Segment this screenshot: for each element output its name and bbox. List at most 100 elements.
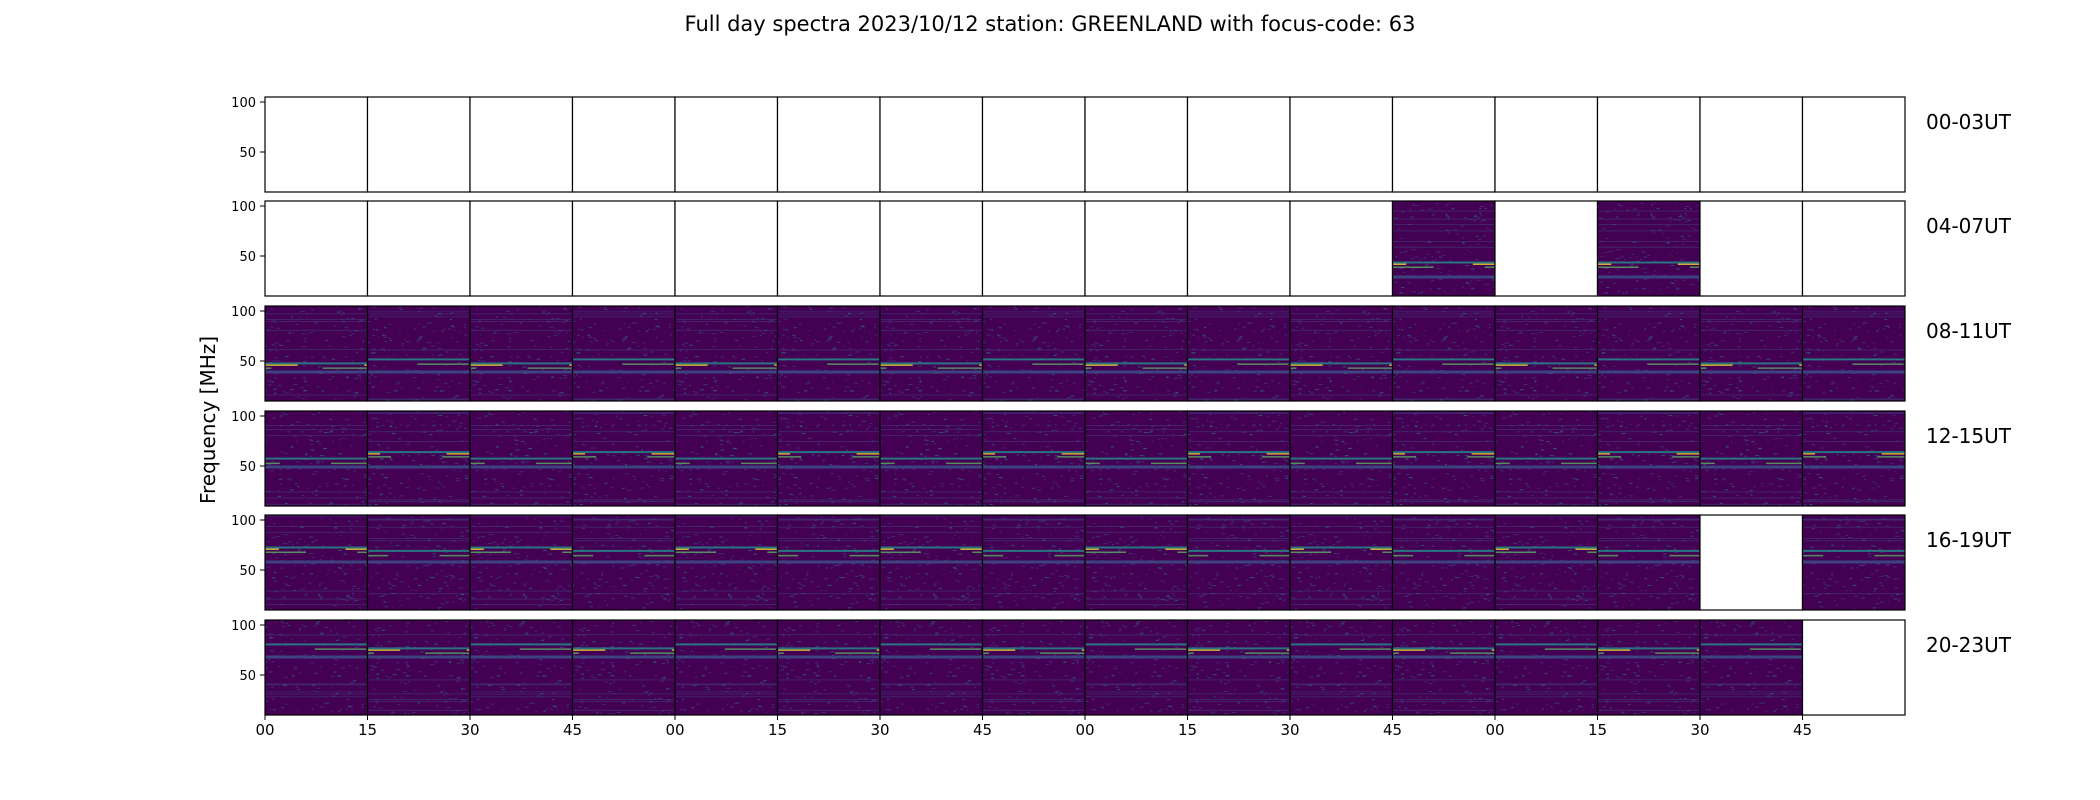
- spectrum-panel: [1289, 200, 1394, 297]
- spectrum-heatmap: [572, 306, 675, 401]
- empty-panel: [675, 201, 778, 296]
- empty-panel: [1700, 201, 1803, 296]
- x-tick-label: 30: [1280, 721, 1299, 739]
- y-tick-label: 100: [231, 514, 256, 529]
- spectrum-heatmap: [1700, 306, 1803, 401]
- spectrum-heatmap: [982, 411, 1085, 506]
- empty-panel: [572, 201, 675, 296]
- spectrum-heatmap: [367, 411, 470, 506]
- spectrum-heatmap: [367, 306, 470, 401]
- x-tick-label: 00: [255, 721, 274, 739]
- spectrum-heatmap: [1495, 515, 1598, 610]
- empty-panel: [880, 97, 983, 192]
- spectrum-panel: [1596, 200, 1701, 297]
- x-tick-label: 45: [1793, 721, 1812, 739]
- spectrum-panel: [674, 619, 779, 716]
- spectrum-panel: [1699, 96, 1804, 193]
- y-axis-label: Frequency [MHz]: [196, 336, 220, 504]
- empty-panel: [1187, 201, 1290, 296]
- spectrum-heatmap: [1187, 411, 1290, 506]
- y-tick-label: 100: [231, 96, 256, 111]
- spectrum-heatmap: [1290, 411, 1393, 506]
- panel-frame: [1801, 619, 1906, 716]
- y-tick-label: 100: [231, 619, 256, 634]
- empty-panel: [1802, 97, 1905, 192]
- empty-panel: [1802, 201, 1905, 296]
- row-04-07UT: 50 100 04-07UT: [231, 200, 2012, 297]
- spectrum-heatmap: [777, 411, 880, 506]
- x-tick-label: 15: [1588, 721, 1607, 739]
- empty-panel: [572, 97, 675, 192]
- spectrum-heatmap: [982, 306, 1085, 401]
- spectrum-panel: [1801, 96, 1906, 193]
- spectrum-panel: [264, 514, 369, 611]
- spectrum-panel: [571, 619, 676, 716]
- spectrum-heatmap: [880, 306, 983, 401]
- y-tick-label: 50: [239, 564, 256, 579]
- spectrum-panel: [264, 619, 369, 716]
- y-tick-label: 50: [239, 355, 256, 370]
- spectrum-heatmap: [1290, 620, 1393, 715]
- panel-frame: [1801, 200, 1906, 297]
- spectrum-panel: [1084, 514, 1189, 611]
- x-tick-label: 00: [665, 721, 684, 739]
- empty-panel: [1085, 97, 1188, 192]
- spectrum-panel: [1391, 96, 1496, 193]
- spectrum-heatmap: [1187, 306, 1290, 401]
- empty-panel: [265, 97, 368, 192]
- spectrum-heatmap: [982, 620, 1085, 715]
- spectrum-heatmap: [470, 306, 573, 401]
- plot-area: 50 100 00-03UT 50 100 04-07UT 50 100 08-11UT 50 10…: [231, 96, 2012, 739]
- spectrum-panel: [1289, 305, 1394, 402]
- spectrum-panel: [1699, 619, 1804, 716]
- spectrum-panel: [1494, 514, 1599, 611]
- x-tick-label: 15: [768, 721, 787, 739]
- spectrum-heatmap: [1187, 515, 1290, 610]
- spectrum-panel: [264, 200, 369, 297]
- spectrum-panel: [469, 200, 574, 297]
- empty-panel: [1802, 620, 1905, 715]
- spectrum-panel: [1596, 619, 1701, 716]
- row-label: 20-23UT: [1926, 633, 2012, 657]
- x-tick-label: 30: [1690, 721, 1709, 739]
- spectrum-panel: [1391, 619, 1496, 716]
- spectrum-panel: [469, 305, 574, 402]
- spectrum-heatmap: [1802, 515, 1905, 610]
- empty-panel: [367, 201, 470, 296]
- spectrum-panel: [981, 305, 1086, 402]
- spectrum-heatmap: [1597, 620, 1700, 715]
- spectrum-heatmap: [880, 411, 983, 506]
- row-12-15UT: 50 100 12-15UT: [231, 410, 2012, 507]
- spectrum-panel: [366, 96, 471, 193]
- spectrum-panel: [1494, 305, 1599, 402]
- x-tick-label: 15: [1178, 721, 1197, 739]
- empty-panel: [1700, 515, 1803, 610]
- spectrum-panel: [366, 514, 471, 611]
- row-label: 04-07UT: [1926, 214, 2012, 238]
- spectrum-panel: [1084, 619, 1189, 716]
- spectrum-heatmap: [1597, 306, 1700, 401]
- spectrum-panel: [776, 619, 881, 716]
- empty-panel: [470, 97, 573, 192]
- spectrum-heatmap: [1597, 515, 1700, 610]
- spectrum-panel: [1699, 514, 1804, 611]
- y-tick-label: 100: [231, 200, 256, 215]
- spectrum-panel: [879, 619, 984, 716]
- row-label: 12-15UT: [1926, 424, 2012, 448]
- spectrum-heatmap: [1392, 620, 1495, 715]
- spectrum-panel: [776, 96, 881, 193]
- spectrum-panel: [879, 96, 984, 193]
- row-16-19UT: 50 100 16-19UT: [231, 514, 2012, 611]
- spectrum-panel: [1391, 305, 1496, 402]
- empty-panel: [1085, 201, 1188, 296]
- panel-frame: [1801, 514, 1906, 611]
- spectrum-heatmap: [1495, 620, 1598, 715]
- spectrum-heatmap: [265, 306, 368, 401]
- spectrum-panel: [1494, 96, 1599, 193]
- spectrum-panel: [571, 410, 676, 507]
- x-tick-label: 45: [1383, 721, 1402, 739]
- x-tick-label: 00: [1075, 721, 1094, 739]
- spectrum-heatmap: [1085, 515, 1188, 610]
- spectrum-panel: [366, 200, 471, 297]
